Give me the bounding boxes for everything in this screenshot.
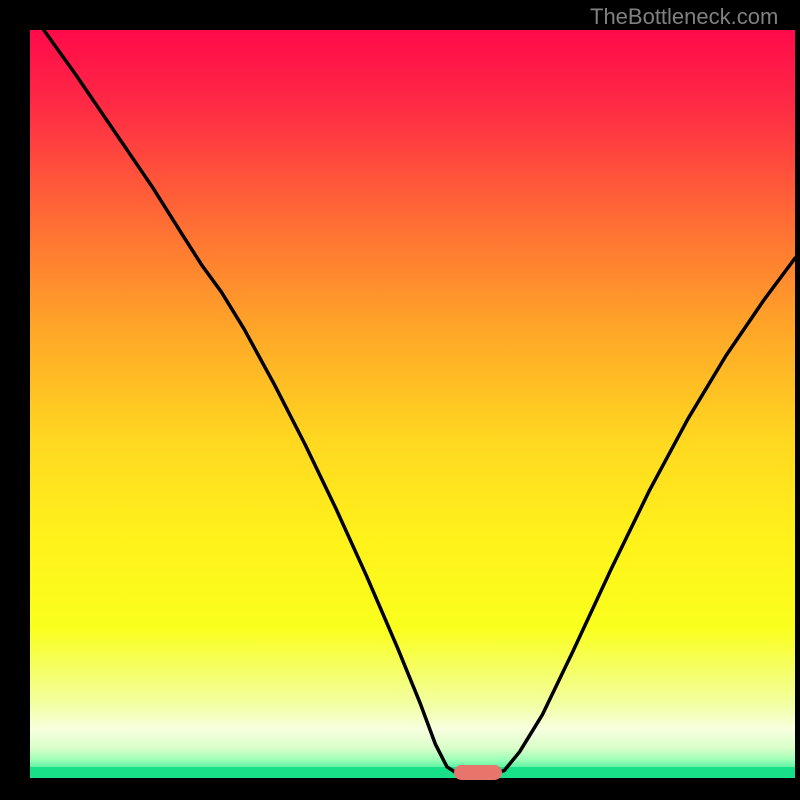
bottleneck-chart [30, 30, 795, 778]
chart-curve [30, 30, 795, 778]
optimal-point-marker [454, 765, 502, 780]
watermark-text: TheBottleneck.com [590, 4, 778, 30]
